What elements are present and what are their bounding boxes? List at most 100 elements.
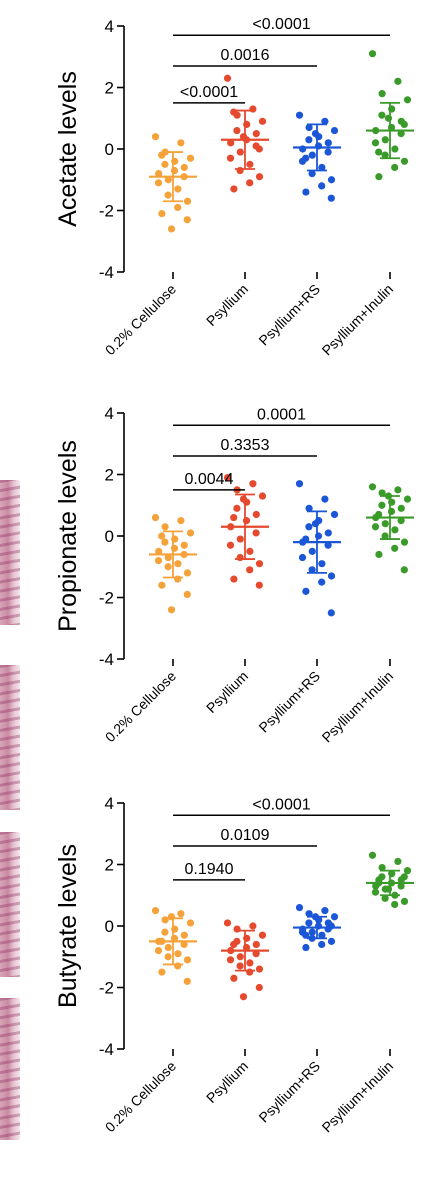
chart-2-data-point bbox=[397, 517, 405, 525]
chart-3-data-point bbox=[151, 907, 160, 915]
chart-2-data-point bbox=[378, 489, 386, 497]
chart-2-data-point bbox=[164, 553, 172, 562]
chart-1-data-point bbox=[226, 154, 235, 162]
chart-3-data-point bbox=[378, 863, 386, 872]
chart-2-data-point bbox=[318, 578, 326, 586]
chart-3-data-point bbox=[295, 903, 304, 912]
chart-1-data-point bbox=[233, 126, 241, 135]
chart-1-x-tick-label: Psyllium+RS bbox=[255, 281, 323, 349]
chart-2-data-point bbox=[298, 553, 307, 562]
chart-2-data-point bbox=[242, 517, 251, 525]
chart-3-data-point bbox=[305, 919, 313, 927]
chart-2-data-point bbox=[400, 566, 408, 574]
chart-1-data-point bbox=[311, 130, 320, 138]
chart-3-x-tick-label: Psyllium bbox=[203, 1058, 251, 1106]
chart-2-data-point bbox=[375, 550, 383, 559]
chart-3-data-point bbox=[180, 940, 188, 949]
chart-2-x-tick-label: Psyllium bbox=[203, 668, 251, 716]
chart-3-y-axis-label: Butyrate levels bbox=[54, 844, 82, 1008]
chart-1-data-point bbox=[327, 176, 336, 184]
chart-1-y-tick-label: 4 bbox=[105, 17, 114, 36]
chart-2-data-point bbox=[311, 520, 320, 528]
chart-2-x-tick-label: Psyllium+RS bbox=[255, 668, 323, 736]
chart-2-data-point bbox=[183, 569, 192, 577]
chart-1-data-point bbox=[302, 154, 310, 162]
chart-3-data-point bbox=[186, 919, 195, 927]
chart-2-data-point bbox=[308, 547, 316, 555]
chart-1-data-point bbox=[295, 111, 304, 119]
chart-2-data-point bbox=[400, 538, 409, 546]
chart-3-data-point bbox=[183, 977, 191, 985]
chart-1-data-point bbox=[321, 117, 329, 125]
chart-3-p-value-label: 0.0109 bbox=[221, 827, 270, 844]
chart-3-data-point bbox=[174, 950, 182, 958]
chart-1-x-tick-label: Psyllium+Inulin bbox=[319, 281, 397, 359]
chart-2-data-point bbox=[378, 501, 386, 509]
chart-3-data-point bbox=[249, 922, 257, 930]
chart-2-data-point bbox=[403, 495, 412, 503]
chart-1-data-point bbox=[186, 154, 195, 162]
chart-2-data-point bbox=[226, 541, 235, 549]
chart-2-data-point bbox=[158, 532, 166, 540]
chart-2-data-point bbox=[161, 538, 169, 546]
chart-1-data-point bbox=[249, 105, 257, 113]
chart-1-data-point bbox=[305, 136, 313, 144]
chart-3-data-point bbox=[302, 931, 310, 939]
chart-2-data-point bbox=[391, 526, 399, 534]
chart-1-data-point bbox=[381, 136, 389, 144]
chart-2-y-axis-label: Propionate levels bbox=[54, 440, 82, 632]
chart-2-y-tick-label: 4 bbox=[105, 404, 114, 423]
chart-2-data-point bbox=[305, 523, 313, 531]
chart-2-data-point bbox=[255, 581, 263, 589]
chart-1-data-point bbox=[167, 225, 176, 233]
chart-2-data-point bbox=[327, 572, 336, 580]
chart-3-data-point bbox=[258, 931, 267, 939]
chart-2-data-point bbox=[183, 590, 191, 599]
chart-1-data-point bbox=[174, 203, 182, 212]
chart-3-data-point bbox=[400, 897, 409, 906]
chart-3-data-point bbox=[164, 953, 172, 961]
chart-3-data-point bbox=[321, 907, 329, 915]
histology-image-2 bbox=[0, 665, 20, 810]
chart-3-data-point bbox=[226, 956, 235, 964]
chart-3-data-point bbox=[183, 956, 192, 964]
chart-2-data-point bbox=[167, 606, 176, 614]
chart-3-data-point bbox=[255, 965, 264, 973]
chart-3-data-point bbox=[180, 931, 188, 939]
chart-2-data-point bbox=[258, 492, 267, 500]
histology-image-3 bbox=[0, 832, 20, 977]
chart-3-data-point bbox=[403, 867, 412, 875]
chart-1-data-point bbox=[164, 191, 172, 199]
chart-2-data-point bbox=[308, 566, 316, 574]
chart-2-data-point bbox=[375, 510, 383, 519]
chart-1-data-point bbox=[375, 173, 383, 181]
chart-1-data-point bbox=[230, 108, 238, 116]
chart-2-data-point bbox=[236, 553, 244, 562]
chart-2-data-point bbox=[391, 544, 399, 552]
chart-2-data-point bbox=[239, 495, 248, 503]
chart-2-data-point bbox=[252, 510, 260, 519]
chart-1-data-point bbox=[246, 160, 254, 168]
chart-2-data-point bbox=[381, 532, 389, 540]
chart-2-data-point bbox=[252, 529, 260, 537]
chart-3-data-point bbox=[394, 857, 402, 866]
chart-1-data-point bbox=[183, 216, 191, 224]
chart-1-data-point bbox=[164, 176, 172, 184]
chart-3-data-point bbox=[174, 962, 182, 970]
chart-2-data-point bbox=[158, 581, 166, 589]
chart-2-data-point bbox=[155, 547, 163, 555]
chart-2-data-point bbox=[394, 486, 402, 494]
chart-1-data-point bbox=[400, 120, 408, 128]
chart-3-y-tick-label: 0 bbox=[105, 917, 114, 936]
chart-2-data-point bbox=[177, 517, 185, 525]
chart-3-p-value-label: 0.1940 bbox=[185, 861, 234, 878]
chart-3-data-point bbox=[255, 983, 263, 992]
chart-1-p-value-label: <0.0001 bbox=[180, 84, 238, 101]
chart-3-data-point bbox=[161, 928, 169, 936]
chart-2-x-tick-label: Psyllium+Inulin bbox=[319, 668, 397, 746]
chart-1-data-point bbox=[371, 139, 380, 147]
chart-2-data-point bbox=[246, 566, 254, 574]
chart-2-data-point bbox=[223, 473, 232, 482]
chart-2-data-point bbox=[397, 504, 405, 512]
